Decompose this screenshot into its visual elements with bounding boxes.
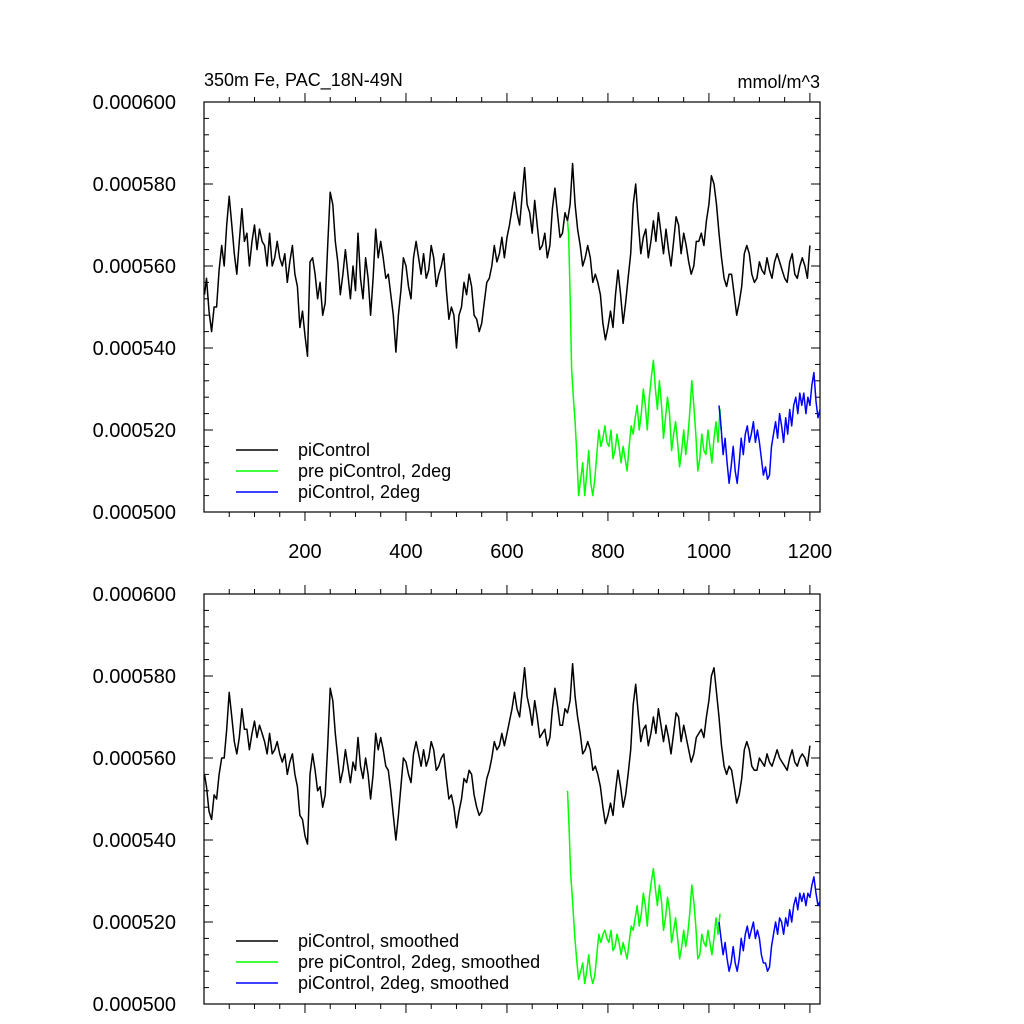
bottom-panel: 0.000500 0.000520 0.000540 0.000560 0.000580… <box>93 584 821 1016</box>
legend-label: pre piControl, 2deg <box>298 461 451 481</box>
y-tick-labels: 0.000500 0.000520 0.000540 0.000560 0.000580… <box>93 92 176 524</box>
y-tick-label: 0.000580 <box>93 174 176 196</box>
y-tick-label: 0.000520 <box>93 420 176 442</box>
top-panel: 350m Fe, PAC_18N-49N mmol/m^3 0.0005000.… <box>93 70 833 563</box>
y-tick-label: 0.000580 <box>93 666 176 688</box>
units-label: mmol/m^3 <box>738 72 820 92</box>
y-tick-label: 0.000500 <box>93 502 176 524</box>
legend-label: piControl, 2deg <box>298 482 420 502</box>
plot-frame <box>203 593 821 1005</box>
y-tick-label: 0.000520 <box>93 912 176 934</box>
series-line <box>718 876 821 972</box>
x-tick-label: 1000 <box>687 541 732 563</box>
series-lines <box>203 662 821 985</box>
y-tick-label: 0.000560 <box>93 256 176 278</box>
legend-label: piControl <box>298 440 370 460</box>
series-line <box>203 662 811 845</box>
y-tick-label: 0.000540 <box>93 830 176 852</box>
series-line <box>566 220 722 497</box>
y-tick-label: 0.000600 <box>93 584 176 606</box>
y-tick-label: 0.000600 <box>93 92 176 114</box>
x-tick-label: 200 <box>288 541 321 563</box>
legend-label: piControl, smoothed <box>298 931 459 951</box>
x-tick-label: 400 <box>389 541 422 563</box>
y-tick-labels: 0.000500 0.000520 0.000540 0.000560 0.000580… <box>93 584 176 1016</box>
x-tick-label: 800 <box>591 541 624 563</box>
y-tick-label: 0.000560 <box>93 748 176 770</box>
legend-label: pre piControl, 2deg, smoothed <box>298 952 540 972</box>
series-line <box>718 371 821 485</box>
legend-label: piControl, 2deg, smoothed <box>298 973 509 993</box>
x-tick-label: 1200 <box>788 541 833 563</box>
series-lines <box>203 162 821 497</box>
y-tick-label: 0.000540 <box>93 338 176 360</box>
chart-title: 350m Fe, PAC_18N-49N <box>204 70 403 91</box>
axis-ticks <box>204 93 820 521</box>
x-tick-label: 600 <box>490 541 523 563</box>
axis-ticks <box>204 585 820 1013</box>
y-tick-label: 0.000500 <box>93 994 176 1016</box>
x-tick-labels: 200 400 600 800 1000 1200 <box>288 541 832 563</box>
series-line <box>203 162 811 357</box>
series-line <box>566 790 721 985</box>
plot-frame <box>203 101 821 513</box>
